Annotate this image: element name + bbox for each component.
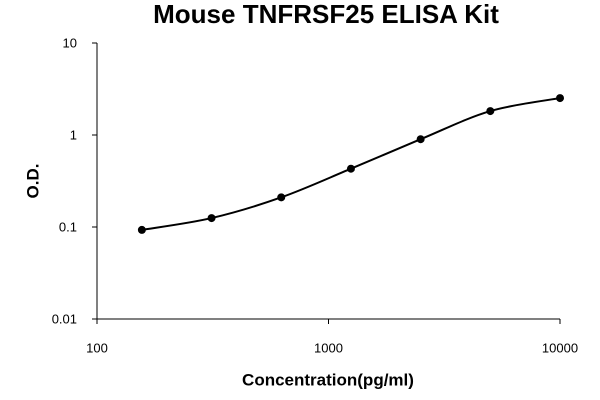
chart-title: Mouse TNFRSF25 ELISA Kit	[153, 0, 499, 29]
x-tick-label: 10000	[542, 340, 578, 355]
y-tick-label: 0.1	[59, 219, 77, 234]
x-tick-label: 100	[86, 340, 108, 355]
x-tick-label: 1000	[314, 340, 343, 355]
marker	[486, 107, 495, 116]
marker	[346, 164, 355, 173]
y-tick-label: 10	[63, 35, 77, 50]
marker	[416, 135, 425, 144]
marker	[277, 193, 286, 202]
marker	[207, 214, 216, 223]
marker	[556, 94, 564, 103]
y-tick-label: 1	[70, 127, 77, 142]
marker	[137, 225, 146, 234]
y-axis-title: O.D.	[23, 164, 42, 199]
y-tick-label: 0.01	[52, 311, 77, 326]
x-axis-title: Concentration(pg/ml)	[242, 370, 414, 389]
